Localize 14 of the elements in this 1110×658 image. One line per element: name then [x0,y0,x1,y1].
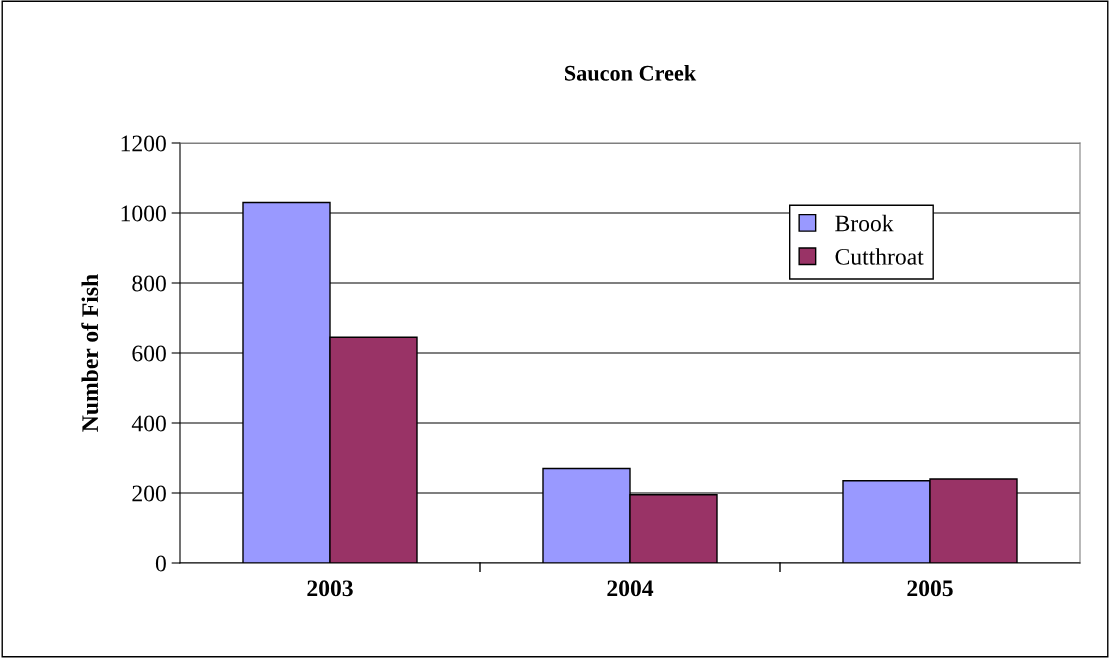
y-axis-title: Number of Fish [81,274,99,432]
x-tick-label: 2004 [607,580,654,597]
x-tick-label: 2003 [307,580,353,597]
y-tick-label: 400 [131,415,166,432]
y-tick-label: 800 [132,275,166,292]
y-tick-label: 1200 [121,135,166,152]
x-tick-label: 2005 [907,580,953,597]
y-tick-label: 200 [132,485,166,502]
legend-label: Cutthroat [835,248,924,265]
legend-label: Brook [835,214,894,232]
chart-title: Saucon Creek [565,65,697,81]
y-tick-label: 600 [132,345,166,362]
y-tick-label: 0 [155,555,166,572]
y-tick-label: 1000 [121,205,166,222]
